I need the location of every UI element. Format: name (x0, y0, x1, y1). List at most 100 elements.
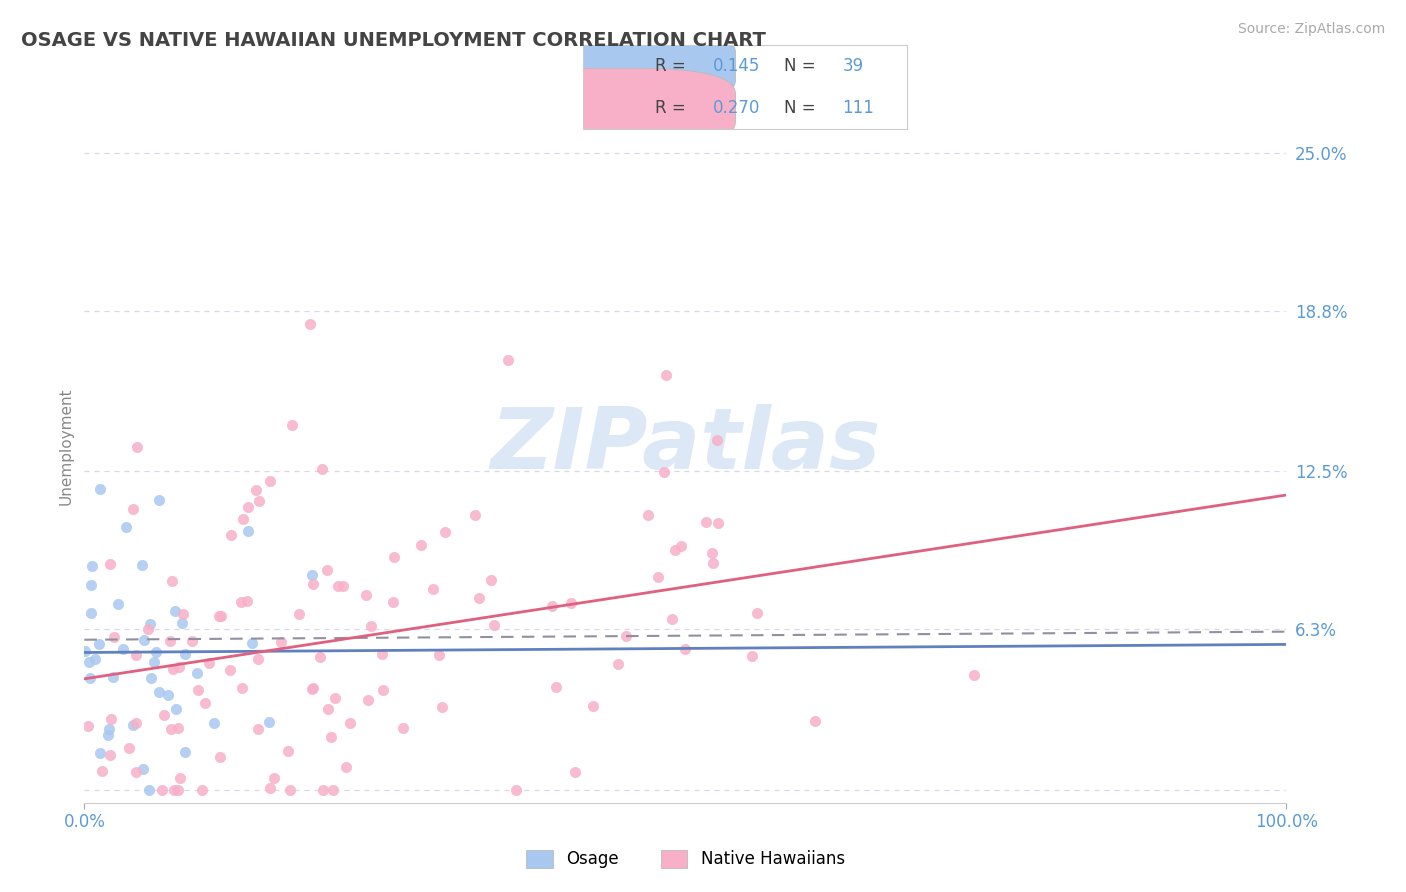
Point (321, 783, 343, 797)
Point (100, 747, 122, 762)
Point (107, 597, 129, 611)
Point (101, 670, 124, 684)
Point (505, 782, 527, 797)
Point (173, 647, 195, 661)
Point (468, 591, 491, 605)
Point (153, 708, 176, 723)
Point (288, 607, 311, 622)
Point (298, 318, 321, 332)
Point (309, 650, 332, 665)
Point (219, 528, 242, 542)
Point (80, 606, 103, 620)
Point (122, 502, 145, 516)
Text: 111: 111 (842, 99, 875, 117)
Point (209, 609, 232, 624)
Point (270, 635, 292, 649)
Text: OSAGE VS NATIVE HAWAIIAN UNEMPLOYMENT CORRELATION CHART: OSAGE VS NATIVE HAWAIIAN UNEMPLOYMENT CO… (21, 31, 766, 50)
Point (89, 483, 111, 497)
Point (159, 633, 181, 648)
Point (661, 612, 683, 626)
Point (259, 780, 281, 795)
Point (134, 632, 156, 647)
Point (167, 660, 190, 674)
Text: R =: R = (655, 99, 690, 117)
Point (79, 672, 101, 686)
Point (198, 656, 221, 670)
Point (165, 604, 187, 618)
Point (655, 368, 678, 382)
Point (190, 783, 212, 797)
Point (647, 570, 669, 584)
Point (433, 525, 456, 540)
Point (673, 641, 696, 656)
Point (427, 648, 450, 662)
Point (540, 599, 562, 613)
Point (707, 516, 730, 531)
Text: 0.270: 0.270 (713, 99, 761, 117)
Point (156, 688, 179, 702)
Point (115, 519, 138, 533)
Point (637, 508, 659, 523)
FancyBboxPatch shape (499, 27, 735, 105)
Point (652, 465, 675, 479)
Legend: Osage, Native Hawaiians: Osage, Native Hawaiians (517, 841, 853, 877)
Point (582, 699, 605, 714)
Point (370, 648, 392, 662)
Point (112, 642, 135, 657)
Point (84, 652, 107, 666)
Point (430, 699, 453, 714)
Point (277, 744, 299, 758)
Point (202, 715, 225, 730)
Point (125, 765, 148, 780)
Point (91, 764, 114, 778)
Point (546, 680, 568, 694)
Point (232, 512, 254, 526)
Point (236, 593, 259, 607)
Point (143, 655, 166, 669)
Point (75, 644, 97, 658)
Point (335, 760, 357, 774)
Point (382, 549, 405, 564)
Point (122, 718, 145, 732)
Point (259, 475, 281, 489)
Point (166, 721, 188, 735)
Point (160, 722, 183, 736)
Point (564, 765, 586, 780)
Point (148, 492, 170, 507)
Point (136, 623, 159, 637)
Point (963, 668, 986, 682)
Point (138, 616, 160, 631)
Point (167, 783, 190, 797)
Point (339, 715, 361, 730)
FancyBboxPatch shape (499, 69, 735, 147)
Point (302, 577, 325, 591)
Point (606, 657, 628, 671)
Point (77, 719, 100, 733)
Point (125, 648, 148, 663)
Point (382, 595, 405, 609)
Point (560, 596, 582, 610)
Point (87, 637, 110, 651)
Point (194, 696, 217, 710)
Point (246, 723, 269, 737)
Point (118, 741, 141, 756)
Point (242, 636, 264, 650)
Point (706, 434, 728, 448)
Text: ZIPatlas: ZIPatlas (491, 404, 880, 488)
Point (312, 783, 335, 797)
Point (163, 783, 186, 797)
Point (357, 693, 380, 707)
Point (89, 746, 111, 760)
Point (671, 539, 693, 553)
Point (247, 652, 270, 666)
Point (131, 558, 153, 573)
Point (173, 745, 195, 759)
Point (482, 618, 505, 632)
Point (162, 662, 184, 676)
Point (302, 681, 325, 695)
Text: N =: N = (785, 99, 821, 117)
Point (695, 515, 717, 529)
Point (103, 631, 125, 645)
Point (180, 634, 202, 648)
Point (77, 655, 100, 669)
